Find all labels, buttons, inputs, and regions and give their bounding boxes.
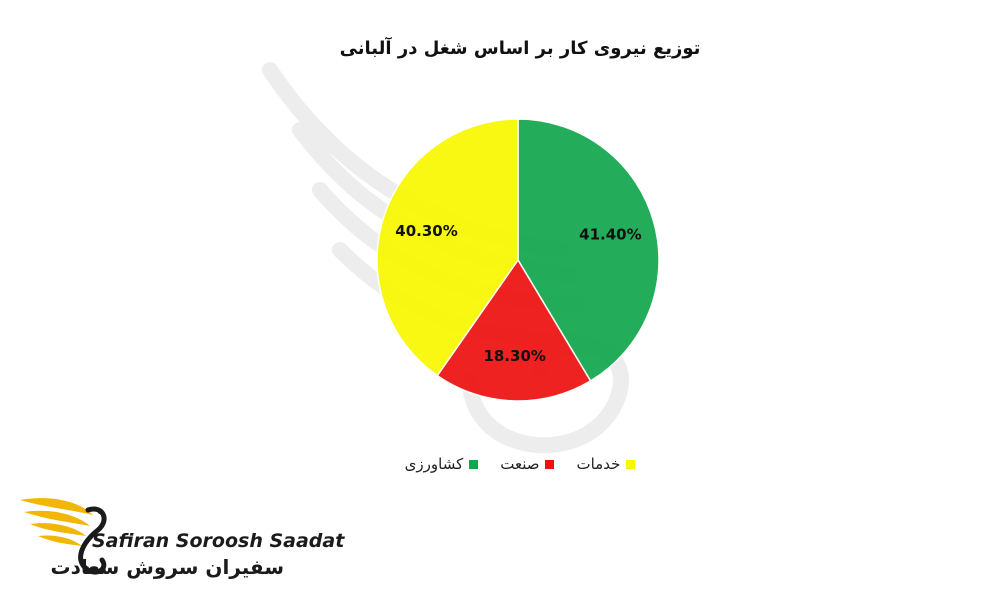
- legend-label: کشاورزی: [404, 455, 464, 473]
- slice-label-0: 41.40%: [579, 225, 641, 243]
- pie-slice-2: [376, 118, 519, 377]
- brand-name-latin: Safiran Soroosh Saadat: [92, 530, 345, 552]
- legend-label: صنعت: [500, 455, 540, 473]
- pie-slice-0: [517, 118, 660, 382]
- legend-item-0: کشاورزی: [405, 455, 479, 473]
- chart-title: توزیع نیروی کار بر اساس شغل در آلبانی: [339, 38, 701, 59]
- slice-label-1: 18.30%: [483, 347, 545, 365]
- slice-label-2: 40.30%: [395, 222, 457, 240]
- legend-swatch: [469, 459, 479, 469]
- pie-slice-1: [436, 258, 592, 402]
- legend-swatch: [545, 459, 555, 469]
- legend-item-1: صنعت: [500, 455, 555, 473]
- brand-name-persian: سفیران سروش سعادت: [50, 555, 285, 579]
- legend-item-2: خدمات: [576, 455, 636, 473]
- legend-swatch: [626, 459, 636, 469]
- legend-label: خدمات: [576, 455, 621, 473]
- pie-slices: [376, 118, 660, 402]
- pie-labels: 41.40% 18.30% 40.30%: [395, 222, 641, 365]
- bird-wing-logo-icon: [20, 498, 107, 575]
- chart-legend: کشاورزی صنعت خدمات: [380, 455, 660, 473]
